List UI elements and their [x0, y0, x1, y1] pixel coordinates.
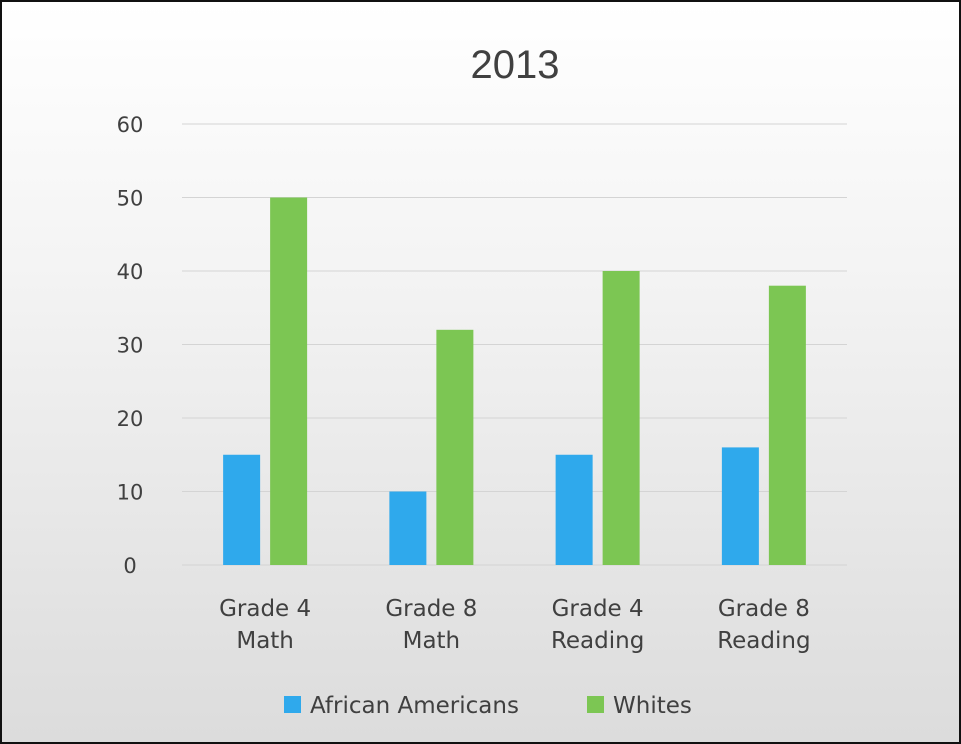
- y-axis-ticks: 0 10 20 30 40 50 60: [117, 113, 144, 578]
- bar-african-americans: [721, 447, 759, 565]
- chart-title: 2013: [471, 43, 560, 87]
- legend-label: Whites: [613, 693, 692, 719]
- bar-african-americans: [555, 454, 593, 565]
- y-tick-label: 60: [117, 113, 144, 137]
- x-tick-label-line: Grade 8: [718, 596, 810, 622]
- bars: [223, 197, 806, 565]
- bar-african-americans: [223, 454, 261, 565]
- x-tick-label-line: Math: [236, 628, 294, 654]
- x-tick-label-line: Math: [403, 628, 461, 654]
- x-tick-label-line: Reading: [551, 628, 644, 654]
- y-tick-label: 30: [117, 334, 144, 358]
- legend: African Americans Whites: [284, 693, 692, 719]
- y-tick-label: 0: [123, 554, 136, 578]
- x-tick-label: Grade 4 Math: [219, 596, 311, 654]
- y-tick-label: 50: [117, 187, 144, 211]
- bar-whites: [270, 197, 308, 565]
- y-tick-label: 20: [117, 407, 144, 431]
- x-tick-label-line: Grade 4: [552, 596, 644, 622]
- x-tick-label: Grade 8 Math: [385, 596, 477, 654]
- legend-swatch: [587, 696, 604, 713]
- bar-whites: [768, 285, 806, 565]
- y-tick-label: 40: [117, 260, 144, 284]
- bar-african-americans: [389, 491, 427, 565]
- bar-whites: [602, 271, 640, 565]
- bar-whites: [436, 329, 474, 565]
- x-tick-label-line: Reading: [717, 628, 810, 654]
- x-tick-label-line: Grade 8: [385, 596, 477, 622]
- legend-swatch: [284, 696, 301, 713]
- x-tick-label-line: Grade 4: [219, 596, 311, 622]
- legend-label: African Americans: [310, 693, 519, 719]
- x-tick-label: Grade 8 Reading: [717, 596, 810, 654]
- x-tick-label: Grade 4 Reading: [551, 596, 644, 654]
- y-tick-label: 10: [117, 481, 144, 505]
